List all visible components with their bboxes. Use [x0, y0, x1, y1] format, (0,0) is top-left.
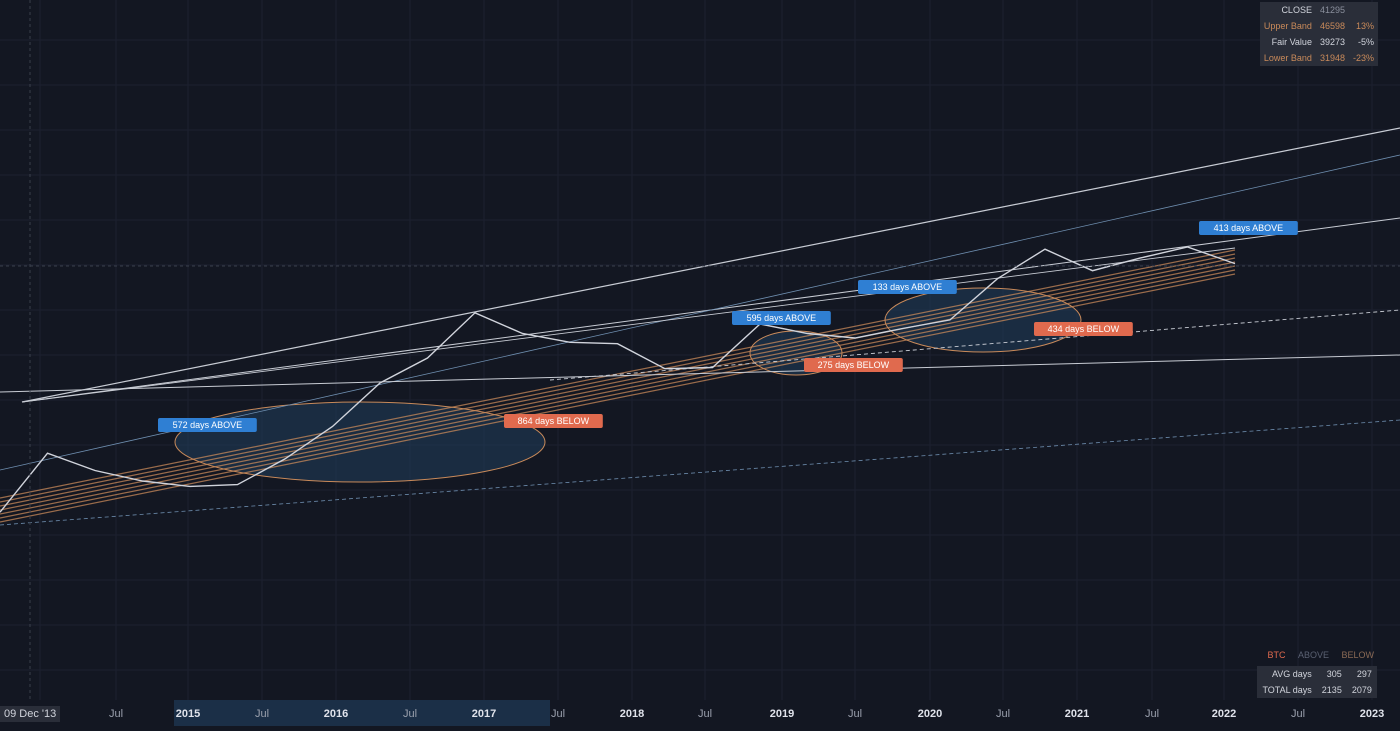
annotation-box — [732, 311, 831, 325]
cycle-ellipses — [174, 287, 1082, 483]
axis-tick-label: Jul — [551, 708, 565, 720]
annotation-above: 572 days ABOVE — [158, 418, 257, 432]
stats-label: Lower Band — [1263, 53, 1312, 63]
stats-label: Fair Value — [1271, 37, 1312, 47]
annotation-box — [504, 414, 603, 428]
annotation-text: 434 days BELOW — [1048, 324, 1120, 334]
axis-tick-label: 2020 — [918, 708, 942, 720]
annotation-above: 595 days ABOVE — [732, 311, 831, 325]
summary-label: AVG days — [1271, 669, 1312, 679]
band-line — [0, 261, 1236, 511]
btc-price-line — [0, 246, 1236, 513]
time-axis[interactable]: Jul 2015 Jul 2016 Jul 2017 Jul 2018 Jul 2019 Jul 20… — [0, 700, 1400, 726]
annotation-text: 413 days ABOVE — [1214, 223, 1284, 233]
annotation-box — [804, 358, 903, 372]
stats-row-close: CLOSE 41295 — [1260, 2, 1378, 18]
stats-value: 39273 — [1319, 37, 1345, 47]
band-line — [0, 249, 1236, 499]
trend-line — [21, 127, 1400, 403]
stats-label: CLOSE — [1281, 5, 1312, 15]
axis-tick-label: Jul — [848, 708, 862, 720]
stats-pct: -23% — [1352, 53, 1374, 63]
annotation-text: 595 days ABOVE — [747, 313, 817, 323]
annotation-above: 413 days ABOVE — [1199, 221, 1298, 235]
trend-line — [21, 247, 1236, 403]
annotation-box — [1199, 221, 1298, 235]
annotation-box — [1034, 322, 1133, 336]
axis-tick-label: 2019 — [770, 708, 794, 720]
axis-tick-label: Jul — [255, 708, 269, 720]
stats-row-fair: Fair Value 39273 -5% — [1260, 34, 1378, 50]
axis-tick-label: Jul — [996, 708, 1010, 720]
fair-value-band — [0, 249, 1236, 523]
stats-pct: 13% — [1355, 21, 1374, 31]
trend-line — [0, 354, 1400, 393]
summary-legend: BTC ABOVE BELOW — [1257, 650, 1378, 666]
axis-tick-label: 2022 — [1212, 708, 1236, 720]
stats-value: 31948 — [1319, 53, 1345, 63]
crosshair-date-label: 09 Dec '13 — [0, 706, 61, 722]
annotation-text: 133 days ABOVE — [873, 282, 943, 292]
stats-row-lower: Lower Band 31948 -23% — [1260, 50, 1378, 66]
summary-row-total: TOTAL days 2135 2079 — [1257, 682, 1376, 698]
annotation-box — [158, 418, 257, 432]
annotation-text: 572 days ABOVE — [173, 420, 243, 430]
axis-tick-label: 2021 — [1065, 708, 1089, 720]
axis-tick-label: 2018 — [620, 708, 644, 720]
axis-tick-label: 2016 — [324, 708, 348, 720]
summary-below: 297 — [1356, 669, 1372, 679]
annotation-text: 275 days BELOW — [818, 360, 890, 370]
stats-pct: -5% — [1357, 37, 1374, 47]
summary-above: 305 — [1326, 669, 1342, 679]
annotation-above: 133 days ABOVE — [858, 280, 957, 294]
summary-row-avg: AVG days 305 297 — [1257, 666, 1376, 682]
trend-line — [0, 154, 1400, 471]
band-line — [0, 265, 1236, 515]
axis-tick-label: Jul — [1145, 708, 1159, 720]
cycle-annotations: 572 days ABOVE 864 days BELOW 595 days ABO… — [158, 221, 1298, 432]
annotation-box — [858, 280, 957, 294]
band-line — [0, 269, 1236, 519]
stats-pct — [1349, 2, 1378, 18]
band-line — [0, 257, 1236, 507]
axis-tick-label: Jul — [109, 708, 123, 720]
axis-tick-label: 2015 — [176, 708, 200, 720]
band-line — [0, 253, 1236, 503]
stats-value: 41295 — [1319, 5, 1345, 15]
summary-above: 2135 — [1321, 685, 1342, 695]
annotation-below: 434 days BELOW — [1034, 322, 1133, 336]
summary-below: 2079 — [1351, 685, 1372, 695]
axis-tick-label: 2023 — [1360, 708, 1384, 720]
cycle-summary-panel: BTC ABOVE BELOW AVG days 305 297 TOTAL d… — [1257, 650, 1378, 698]
stats-row-upper: Upper Band 46598 13% — [1260, 18, 1378, 34]
time-axis-ticks: Jul 2015 Jul 2016 Jul 2017 Jul 2018 Jul 2019 Jul 20… — [109, 700, 1384, 726]
axis-tick-label: 2017 — [472, 708, 496, 720]
trend-line — [0, 419, 1400, 526]
axis-highlight — [174, 700, 550, 726]
axis-tick-label: Jul — [1291, 708, 1305, 720]
annotation-text: 864 days BELOW — [518, 416, 590, 426]
stats-value: 46598 — [1319, 21, 1345, 31]
legend-below: BELOW — [1341, 650, 1374, 660]
trend-lines — [0, 127, 1400, 526]
axis-tick-label: Jul — [403, 708, 417, 720]
legend-above: ABOVE — [1297, 650, 1329, 660]
axis-tick-label: Jul — [698, 708, 712, 720]
grid — [0, 0, 1400, 700]
summary-label: TOTAL days — [1262, 685, 1312, 695]
annotation-below: 275 days BELOW — [804, 358, 903, 372]
annotation-below: 864 days BELOW — [504, 414, 603, 428]
band-line — [0, 273, 1236, 523]
legend-asset: BTC — [1267, 650, 1286, 660]
price-stats-panel: CLOSE 41295 Upper Band 46598 13% Fair Va… — [1259, 2, 1378, 66]
stats-label: Upper Band — [1263, 21, 1312, 31]
